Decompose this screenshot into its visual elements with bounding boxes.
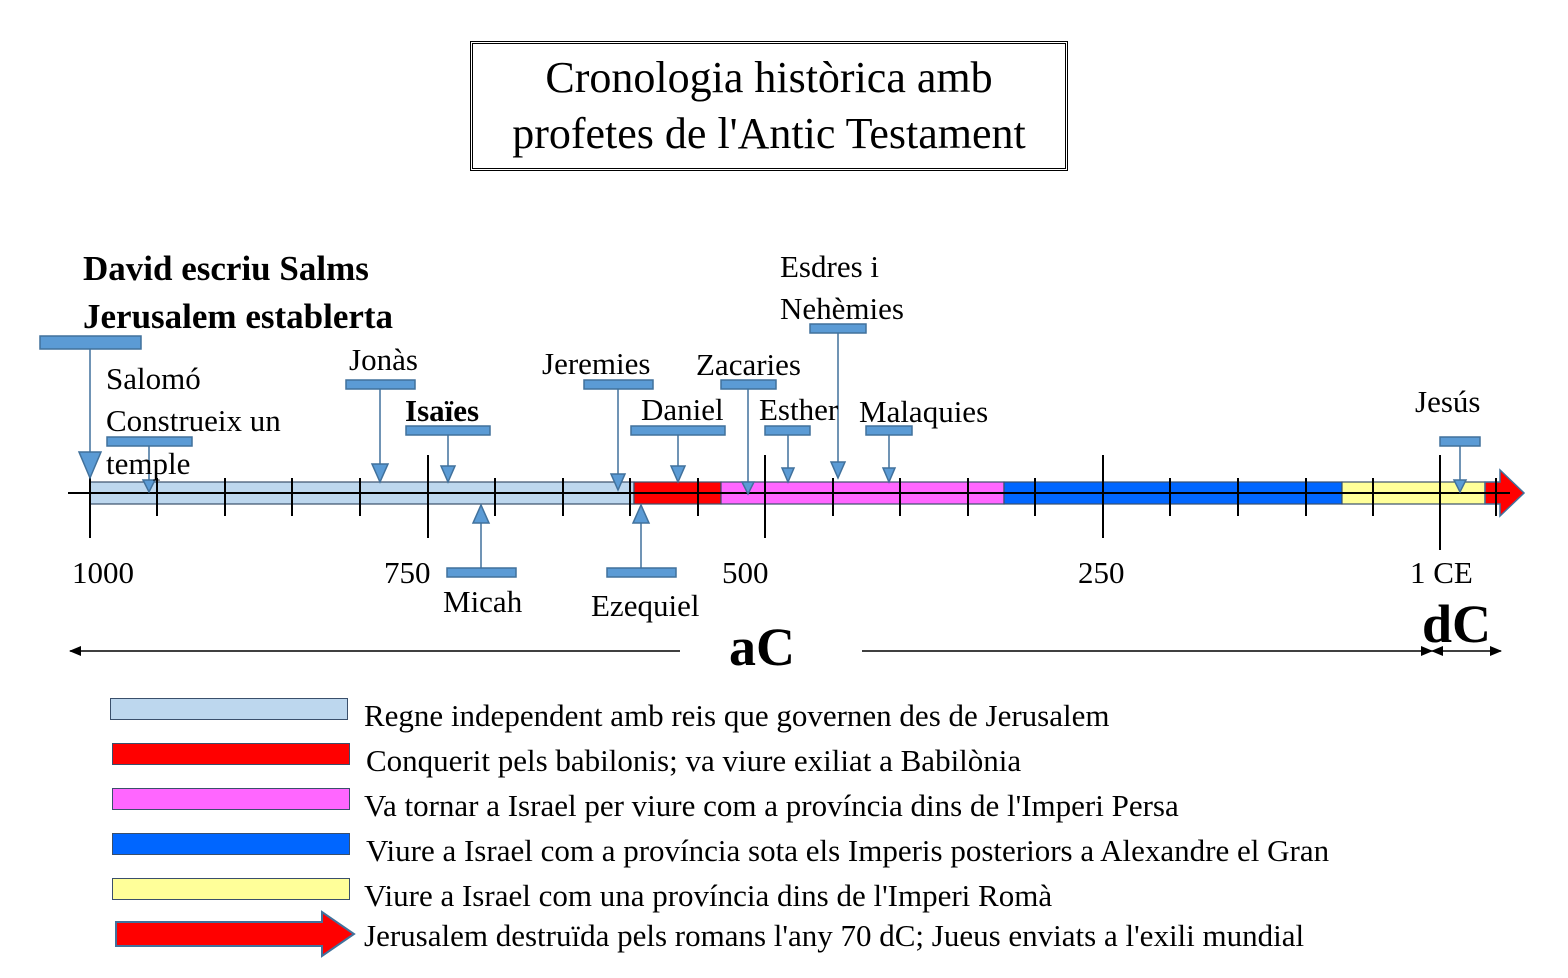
event-label-david-1: David escriu Salms <box>83 249 369 288</box>
marker-jesus-bar <box>1439 436 1481 447</box>
legend-swatch <box>112 743 350 765</box>
marker-micah-arrowhead <box>471 503 491 524</box>
event-label-isaies: Isaïes <box>405 393 479 428</box>
tick-label-1000: 1000 <box>72 555 134 590</box>
legend-item: Conquerit pels babilonis; va viure exili… <box>110 743 1550 787</box>
legend-label: Regne independent amb reis que governen … <box>364 698 1110 733</box>
marker-esdres-arrowhead <box>829 461 847 480</box>
event-label-jonas: Jonàs <box>349 342 418 377</box>
marker-david-arrowhead <box>77 451 103 480</box>
legend-label: Conquerit pels babilonis; va viure exili… <box>366 743 1022 778</box>
marker-zacaries-arrowhead <box>740 481 756 496</box>
title-line-1: Cronologia històrica amb <box>545 53 993 102</box>
marker-salomo-arrowhead <box>141 479 157 494</box>
event-label-jesus: Jesús <box>1415 384 1480 419</box>
legend-item: Viure a Israel com a província sota els … <box>110 833 1550 877</box>
event-label-salomo-2: Construeix un <box>106 403 281 438</box>
era-ad-label: dC <box>1422 594 1491 654</box>
event-label-daniel: Daniel <box>641 392 724 427</box>
marker-esther-arrowhead <box>780 467 796 484</box>
legend-arrow-swatch <box>115 910 356 958</box>
event-label-malaquies: Malaquies <box>859 394 988 429</box>
timeline-diagram: 1000 750 500 250 1 CE aC dC <box>39 249 1526 677</box>
legend-label: Jerusalem destruïda pels romans l'any 70… <box>364 918 1305 953</box>
marker-ezequiel-bar <box>606 567 677 578</box>
legend-item: Va tornar a Israel per viure com a proví… <box>110 788 1550 832</box>
event-label-esdres-2: Nehèmies <box>780 291 904 326</box>
marker-jesus-arrowhead <box>1452 479 1468 494</box>
marker-malaquies-arrowhead <box>881 467 897 484</box>
marker-salomo-bar <box>106 436 193 447</box>
marker-jonas-bar <box>345 379 416 390</box>
event-markers <box>39 323 1481 578</box>
marker-jeremies-bar <box>583 379 654 390</box>
legend-label: Va tornar a Israel per viure com a proví… <box>364 788 1179 823</box>
marker-ezequiel-arrowhead <box>631 503 651 524</box>
marker-jeremies-arrowhead <box>609 473 627 492</box>
event-label-salomo-3: temple <box>106 446 190 481</box>
title-line-2: profetes de l'Antic Testament <box>512 109 1026 158</box>
event-label-salomo-1: Salomó <box>106 361 201 396</box>
axis-ticks <box>89 455 1497 550</box>
marker-esther-bar <box>764 425 811 436</box>
marker-isaies-arrowhead <box>439 465 457 484</box>
title-box: Cronologia històrica amb profetes de l'A… <box>470 41 1068 171</box>
legend-item: Regne independent amb reis que governen … <box>110 698 1550 742</box>
marker-micah-bar <box>446 567 517 578</box>
legend-label: Viure a Israel com una província dins de… <box>364 878 1053 913</box>
tick-labels: 1000 750 500 250 1 CE <box>72 555 1473 590</box>
legend-swatch <box>112 878 350 900</box>
legend-swatch <box>110 698 348 720</box>
legend-item: Jerusalem destruïda pels romans l'any 70… <box>110 910 1550 964</box>
tick-label-500: 500 <box>722 555 769 590</box>
event-label-david-2: Jerusalem establerta <box>83 297 393 336</box>
era-bc-label: aC <box>729 617 795 677</box>
event-label-zacaries: Zacaries <box>696 347 801 382</box>
tick-label-250: 250 <box>1078 555 1125 590</box>
legend-item: Viure a Israel com una província dins de… <box>110 878 1550 922</box>
tick-label-1ce: 1 CE <box>1410 555 1473 590</box>
legend-label: Viure a Israel com a província sota els … <box>366 833 1330 868</box>
legend-swatch <box>112 788 350 810</box>
event-label-ezequiel: Ezequiel <box>591 588 699 623</box>
event-label-jeremies: Jeremies <box>542 346 650 381</box>
marker-daniel-arrowhead <box>669 465 687 484</box>
event-labels: David escriu Salms Jerusalem establerta … <box>83 249 1480 623</box>
event-label-micah: Micah <box>443 584 523 619</box>
legend-swatch <box>112 833 350 855</box>
event-label-esdres-1: Esdres i <box>780 249 879 284</box>
marker-daniel-bar <box>630 425 726 436</box>
marker-david-bar <box>39 335 142 350</box>
event-label-esther: Esther <box>759 392 839 427</box>
tick-label-750: 750 <box>384 555 431 590</box>
marker-jonas-arrowhead <box>370 463 390 484</box>
